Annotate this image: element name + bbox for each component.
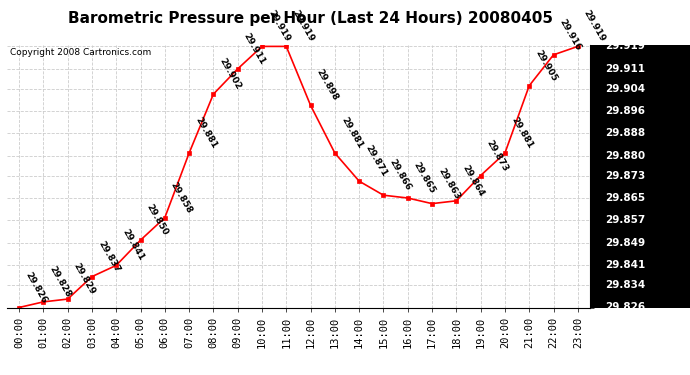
Text: 29.841: 29.841 <box>120 228 146 262</box>
Text: 29.864: 29.864 <box>460 164 486 198</box>
Text: 29.880: 29.880 <box>605 151 645 161</box>
Text: 29.905: 29.905 <box>533 48 558 83</box>
Text: 29.871: 29.871 <box>364 144 388 178</box>
Text: 29.850: 29.850 <box>145 203 170 237</box>
Text: 29.826: 29.826 <box>605 303 645 312</box>
Text: 29.881: 29.881 <box>193 116 219 150</box>
Text: 29.865: 29.865 <box>605 193 645 203</box>
Text: 29.858: 29.858 <box>169 180 194 215</box>
Text: Copyright 2008 Cartronics.com: Copyright 2008 Cartronics.com <box>10 48 151 57</box>
Text: 29.863: 29.863 <box>436 166 462 201</box>
Text: 29.873: 29.873 <box>485 138 510 173</box>
Text: 29.841: 29.841 <box>605 260 645 270</box>
Text: 29.849: 29.849 <box>605 238 645 248</box>
Text: 29.829: 29.829 <box>72 262 97 296</box>
Text: 29.916: 29.916 <box>558 17 583 52</box>
Text: 29.866: 29.866 <box>388 158 413 192</box>
Text: 29.888: 29.888 <box>605 128 645 138</box>
Text: 29.911: 29.911 <box>242 32 267 66</box>
Text: 29.919: 29.919 <box>605 41 645 51</box>
Text: 29.828: 29.828 <box>48 264 72 299</box>
Text: 29.919: 29.919 <box>290 9 316 44</box>
Text: 29.904: 29.904 <box>605 84 645 93</box>
Text: 29.826: 29.826 <box>23 270 48 305</box>
Text: 29.834: 29.834 <box>605 280 645 290</box>
Text: 29.857: 29.857 <box>605 216 645 225</box>
Text: 29.898: 29.898 <box>315 68 340 103</box>
Text: 29.881: 29.881 <box>339 116 364 150</box>
Text: 29.896: 29.896 <box>605 106 645 116</box>
Text: 29.911: 29.911 <box>605 64 645 74</box>
Text: 29.837: 29.837 <box>96 239 121 274</box>
Text: 29.865: 29.865 <box>412 160 437 195</box>
Text: 29.919: 29.919 <box>582 9 607 44</box>
Text: 29.902: 29.902 <box>217 57 243 92</box>
Text: 29.881: 29.881 <box>509 116 534 150</box>
Text: 29.919: 29.919 <box>266 9 291 44</box>
Text: Barometric Pressure per Hour (Last 24 Hours) 20080405: Barometric Pressure per Hour (Last 24 Ho… <box>68 11 553 26</box>
Text: 29.873: 29.873 <box>605 171 645 180</box>
